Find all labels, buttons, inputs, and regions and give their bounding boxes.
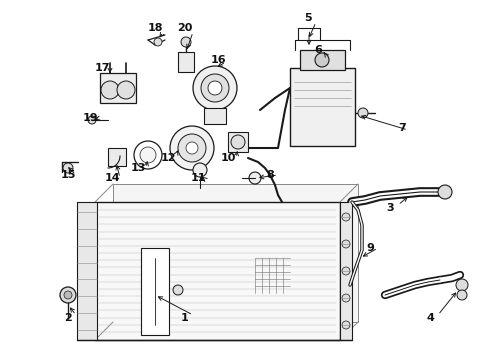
Circle shape xyxy=(341,267,349,275)
Circle shape xyxy=(456,290,466,300)
Circle shape xyxy=(193,163,206,177)
Circle shape xyxy=(117,81,135,99)
Circle shape xyxy=(201,74,228,102)
Circle shape xyxy=(63,163,73,173)
Bar xyxy=(289,68,354,146)
Text: 2: 2 xyxy=(64,313,72,323)
Text: 17: 17 xyxy=(94,63,109,73)
Circle shape xyxy=(60,287,76,303)
Circle shape xyxy=(455,279,467,291)
Text: 9: 9 xyxy=(366,243,373,253)
Circle shape xyxy=(230,135,244,149)
Polygon shape xyxy=(95,202,339,340)
Circle shape xyxy=(178,134,205,162)
Bar xyxy=(100,73,136,103)
Circle shape xyxy=(341,294,349,302)
Circle shape xyxy=(140,147,156,163)
Circle shape xyxy=(341,321,349,329)
Text: 15: 15 xyxy=(60,170,76,180)
Circle shape xyxy=(314,53,328,67)
Text: 12: 12 xyxy=(160,153,175,163)
Text: 20: 20 xyxy=(177,23,192,33)
Text: 11: 11 xyxy=(190,173,205,183)
Circle shape xyxy=(341,213,349,221)
Bar xyxy=(227,132,247,152)
Circle shape xyxy=(207,81,222,95)
Circle shape xyxy=(185,142,198,154)
Text: 6: 6 xyxy=(313,45,321,55)
Bar xyxy=(141,248,169,335)
Text: 14: 14 xyxy=(104,173,120,183)
Circle shape xyxy=(173,285,183,295)
Circle shape xyxy=(193,66,237,110)
Text: 18: 18 xyxy=(147,23,163,33)
Circle shape xyxy=(134,141,162,169)
Circle shape xyxy=(170,126,214,170)
Bar xyxy=(339,202,351,340)
Circle shape xyxy=(437,185,451,199)
Circle shape xyxy=(64,291,72,299)
Bar xyxy=(203,108,225,124)
Bar xyxy=(108,148,126,166)
Text: 1: 1 xyxy=(181,313,188,323)
Circle shape xyxy=(101,81,119,99)
Text: 16: 16 xyxy=(210,55,225,65)
Circle shape xyxy=(181,37,191,47)
Text: 4: 4 xyxy=(425,313,433,323)
Text: 5: 5 xyxy=(304,13,311,23)
Text: 19: 19 xyxy=(82,113,98,123)
Text: 13: 13 xyxy=(130,163,145,173)
Circle shape xyxy=(154,38,162,46)
Circle shape xyxy=(357,108,367,118)
Text: 7: 7 xyxy=(397,123,405,133)
Text: 3: 3 xyxy=(386,203,393,213)
Bar xyxy=(299,50,345,70)
Circle shape xyxy=(88,116,96,124)
Bar xyxy=(178,52,194,72)
Text: 8: 8 xyxy=(265,170,273,180)
Bar xyxy=(77,202,97,340)
Text: 10: 10 xyxy=(220,153,235,163)
Circle shape xyxy=(341,240,349,248)
Polygon shape xyxy=(113,184,357,322)
Circle shape xyxy=(248,172,261,184)
